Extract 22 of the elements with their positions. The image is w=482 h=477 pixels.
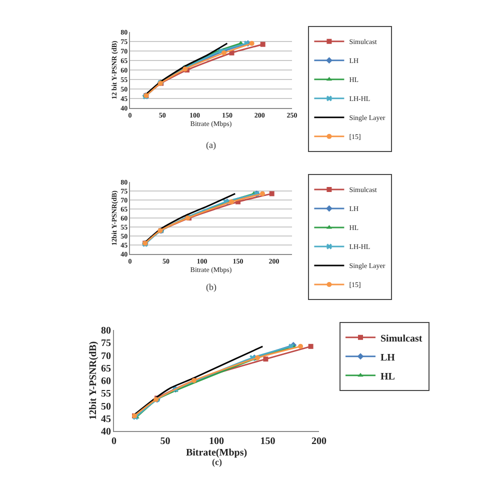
x-tick-label: 50 xyxy=(160,436,170,447)
x-tick-label: 150 xyxy=(260,436,276,447)
y-tick-label: 55 xyxy=(101,388,111,400)
y-tick-label: 80 xyxy=(101,326,111,336)
text: (c) xyxy=(212,457,222,467)
y-tick-label: 45 xyxy=(101,414,111,425)
text: (b) xyxy=(206,282,216,292)
x-axis-title: Bitrate(Mbps) xyxy=(186,448,248,458)
y-tick-label: 40 xyxy=(101,426,111,438)
y-tick-label: 70 xyxy=(101,350,111,362)
y-axis-title: 12bit Y-PSNR(dB) xyxy=(88,341,99,420)
legend-label: HL xyxy=(380,371,396,382)
y-tick-label: 60 xyxy=(101,376,111,387)
x-tick-label: 200 xyxy=(312,436,326,447)
y-tick-label: 65 xyxy=(101,363,111,374)
legend-label: Simulcast xyxy=(380,333,423,344)
y-tick-label: 50 xyxy=(101,401,111,412)
x-tick-label: 0 xyxy=(112,436,116,447)
y-tick-label: 75 xyxy=(101,338,111,350)
text: (a) xyxy=(206,140,216,150)
x-tick-label: 100 xyxy=(209,436,224,447)
legend-label: LH xyxy=(380,352,396,364)
